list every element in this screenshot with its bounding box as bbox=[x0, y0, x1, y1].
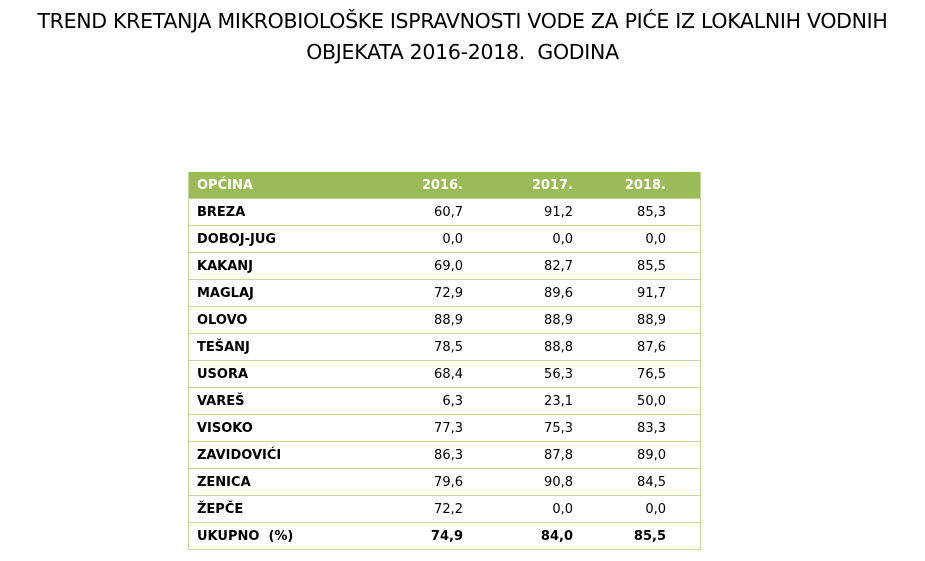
cell: 60,7 bbox=[361, 198, 468, 226]
table-row: OLOVO 88,9 88,9 88,9 bbox=[188, 306, 701, 334]
row-label: VISOKO bbox=[188, 414, 361, 442]
cell: 0,0 bbox=[361, 225, 468, 253]
table-row: ŽEPČE 72,2 0,0 0,0 bbox=[188, 495, 701, 523]
cell: 56,3 bbox=[468, 360, 580, 388]
table-row: DOBOJ-JUG 0,0 0,0 0,0 bbox=[188, 225, 701, 253]
table-row: VAREŠ 6,3 23,1 50,0 bbox=[188, 387, 701, 415]
title: TREND KRETANJA MIKROBIOLOŠKE ISPRAVNOSTI… bbox=[0, 6, 925, 68]
table-row: USORA 68,4 56,3 76,5 bbox=[188, 360, 701, 388]
cell: 75,3 bbox=[468, 414, 580, 442]
cell: 50,0 bbox=[580, 387, 701, 415]
cell: 85,3 bbox=[580, 198, 701, 226]
table-row: ZENICA 79,6 90,8 84,5 bbox=[188, 468, 701, 496]
cell: 0,0 bbox=[468, 495, 580, 523]
cell: 85,5 bbox=[580, 252, 701, 280]
cell: 79,6 bbox=[361, 468, 468, 496]
table-row: UKUPNO (%) 74,9 84,0 85,5 bbox=[188, 522, 701, 550]
table-row: KAKANJ 69,0 82,7 85,5 bbox=[188, 252, 701, 280]
row-label: ZENICA bbox=[188, 468, 361, 496]
cell: 74,9 bbox=[361, 522, 468, 550]
cell: 86,3 bbox=[361, 441, 468, 469]
cell: 85,5 bbox=[580, 522, 701, 550]
row-label: ZAVIDOVIĆI bbox=[188, 441, 361, 469]
table-row: MAGLAJ 72,9 89,6 91,7 bbox=[188, 279, 701, 307]
row-label: USORA bbox=[188, 360, 361, 388]
cell: 72,9 bbox=[361, 279, 468, 307]
cell: 77,3 bbox=[361, 414, 468, 442]
cell: 88,8 bbox=[468, 333, 580, 361]
column-header: 2017. bbox=[468, 172, 580, 199]
row-label: VAREŠ bbox=[188, 387, 361, 415]
row-label: ŽEPČE bbox=[188, 495, 361, 523]
cell: 0,0 bbox=[580, 225, 701, 253]
cell: 88,9 bbox=[468, 306, 580, 334]
row-label: TEŠANJ bbox=[188, 333, 361, 361]
cell: 0,0 bbox=[468, 225, 580, 253]
cell: 89,6 bbox=[468, 279, 580, 307]
cell: 87,8 bbox=[468, 441, 580, 469]
row-label: OLOVO bbox=[188, 306, 361, 334]
row-label: MAGLAJ bbox=[188, 279, 361, 307]
table-row: BREZA 60,7 91,2 85,3 bbox=[188, 198, 701, 226]
cell: 91,2 bbox=[468, 198, 580, 226]
cell: 6,3 bbox=[361, 387, 468, 415]
cell: 72,2 bbox=[361, 495, 468, 523]
cell: 88,9 bbox=[580, 306, 701, 334]
cell: 84,0 bbox=[468, 522, 580, 550]
row-label: DOBOJ-JUG bbox=[188, 225, 361, 253]
cell: 90,8 bbox=[468, 468, 580, 496]
cell: 68,4 bbox=[361, 360, 468, 388]
cell: 82,7 bbox=[468, 252, 580, 280]
row-label: UKUPNO (%) bbox=[188, 522, 361, 550]
title-line: TREND KRETANJA MIKROBIOLOŠKE ISPRAVNOSTI… bbox=[37, 9, 888, 33]
cell: 76,5 bbox=[580, 360, 701, 388]
cell: 78,5 bbox=[361, 333, 468, 361]
cell: 0,0 bbox=[580, 495, 701, 523]
table-row: VISOKO 77,3 75,3 83,3 bbox=[188, 414, 701, 442]
row-label: BREZA bbox=[188, 198, 361, 226]
data-table: OPĆINA 2016. 2017. 2018. BREZA 60,7 91,2 85,3 DO… bbox=[188, 172, 701, 550]
column-header: 2018. bbox=[580, 172, 701, 199]
cell: 88,9 bbox=[361, 306, 468, 334]
cell: 87,6 bbox=[580, 333, 701, 361]
cell: 91,7 bbox=[580, 279, 701, 307]
column-header: 2016. bbox=[361, 172, 468, 199]
cell: 23,1 bbox=[468, 387, 580, 415]
column-header: OPĆINA bbox=[188, 172, 361, 199]
header-row: OPĆINA 2016. 2017. 2018. bbox=[188, 172, 701, 199]
table-row: ZAVIDOVIĆI 86,3 87,8 89,0 bbox=[188, 441, 701, 469]
cell: 83,3 bbox=[580, 414, 701, 442]
cell: 89,0 bbox=[580, 441, 701, 469]
cell: 84,5 bbox=[580, 468, 701, 496]
cell: 69,0 bbox=[361, 252, 468, 280]
row-label: KAKANJ bbox=[188, 252, 361, 280]
table-row: TEŠANJ 78,5 88,8 87,6 bbox=[188, 333, 701, 361]
title-line: OBJEKATA 2016-2018. GODINA bbox=[306, 40, 619, 64]
